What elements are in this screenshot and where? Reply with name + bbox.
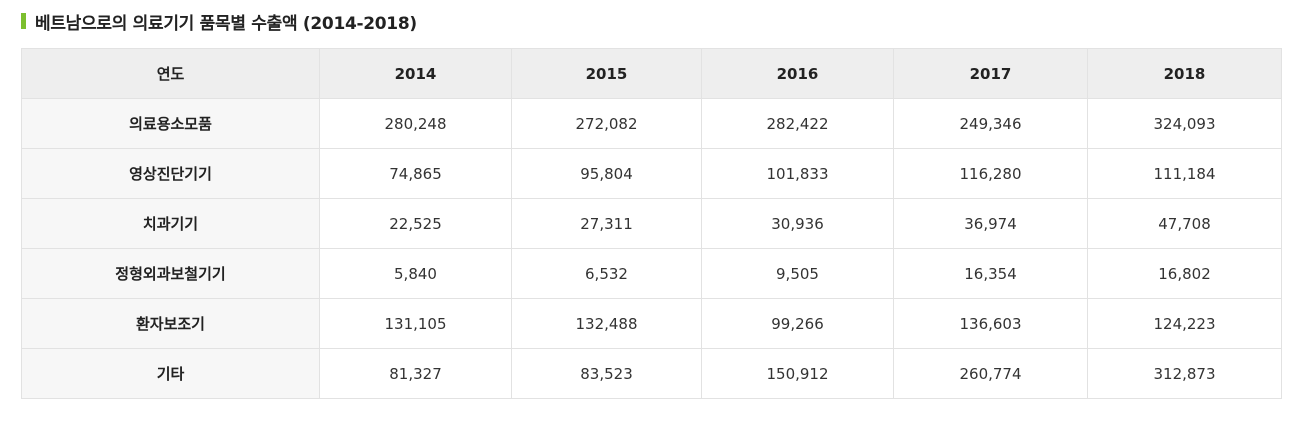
table-cell: 81,327: [319, 348, 512, 399]
table-cell: 124,223: [1087, 298, 1282, 349]
export-table: 연도 2014 2015 2016 2017 2018 의료용소모품 280,2…: [21, 48, 1282, 399]
table-cell: 6,532: [511, 248, 702, 299]
table-cell: 95,804: [511, 148, 702, 199]
table-row: 치과기기 22,525 27,311 30,936 36,974 47,708: [21, 198, 1282, 249]
row-label: 치과기기: [21, 198, 320, 249]
header-cell-2015: 2015: [511, 48, 702, 99]
header-cell-2018: 2018: [1087, 48, 1282, 99]
row-label: 정형외과보철기기: [21, 248, 320, 299]
page-title: 베트남으로의 의료기기 품목별 수출액 (2014-2018): [35, 13, 417, 34]
section-title: 베트남으로의 의료기기 품목별 수출액 (2014-2018): [21, 10, 417, 34]
table-cell: 324,093: [1087, 98, 1282, 149]
header-cell-year: 연도: [21, 48, 320, 99]
table-cell: 83,523: [511, 348, 702, 399]
table-cell: 282,422: [701, 98, 894, 149]
table-cell: 312,873: [1087, 348, 1282, 399]
table-cell: 116,280: [893, 148, 1088, 199]
table-cell: 16,354: [893, 248, 1088, 299]
table-row: 의료용소모품 280,248 272,082 282,422 249,346 3…: [21, 98, 1282, 149]
table-header-row: 연도 2014 2015 2016 2017 2018: [21, 48, 1282, 99]
table-row: 환자보조기 131,105 132,488 99,266 136,603 124…: [21, 298, 1282, 349]
table-cell: 280,248: [319, 98, 512, 149]
table-cell: 30,936: [701, 198, 894, 249]
table-cell: 27,311: [511, 198, 702, 249]
table-cell: 136,603: [893, 298, 1088, 349]
table-cell: 47,708: [1087, 198, 1282, 249]
header-cell-2017: 2017: [893, 48, 1088, 99]
table-cell: 260,774: [893, 348, 1088, 399]
table-cell: 111,184: [1087, 148, 1282, 199]
table-cell: 9,505: [701, 248, 894, 299]
table-cell: 150,912: [701, 348, 894, 399]
table-row: 기타 81,327 83,523 150,912 260,774 312,873: [21, 348, 1282, 399]
row-label: 영상진단기기: [21, 148, 320, 199]
table-cell: 16,802: [1087, 248, 1282, 299]
row-label: 환자보조기: [21, 298, 320, 349]
table-cell: 36,974: [893, 198, 1088, 249]
table-row: 영상진단기기 74,865 95,804 101,833 116,280 111…: [21, 148, 1282, 199]
row-label: 기타: [21, 348, 320, 399]
table-cell: 101,833: [701, 148, 894, 199]
title-accent-bar: [21, 13, 26, 29]
table-cell: 272,082: [511, 98, 702, 149]
table-cell: 132,488: [511, 298, 702, 349]
header-cell-2016: 2016: [701, 48, 894, 99]
table-cell: 249,346: [893, 98, 1088, 149]
table-cell: 74,865: [319, 148, 512, 199]
table-cell: 131,105: [319, 298, 512, 349]
header-cell-2014: 2014: [319, 48, 512, 99]
row-label: 의료용소모품: [21, 98, 320, 149]
table-cell: 22,525: [319, 198, 512, 249]
table-row: 정형외과보철기기 5,840 6,532 9,505 16,354 16,802: [21, 248, 1282, 299]
table-cell: 99,266: [701, 298, 894, 349]
table-cell: 5,840: [319, 248, 512, 299]
